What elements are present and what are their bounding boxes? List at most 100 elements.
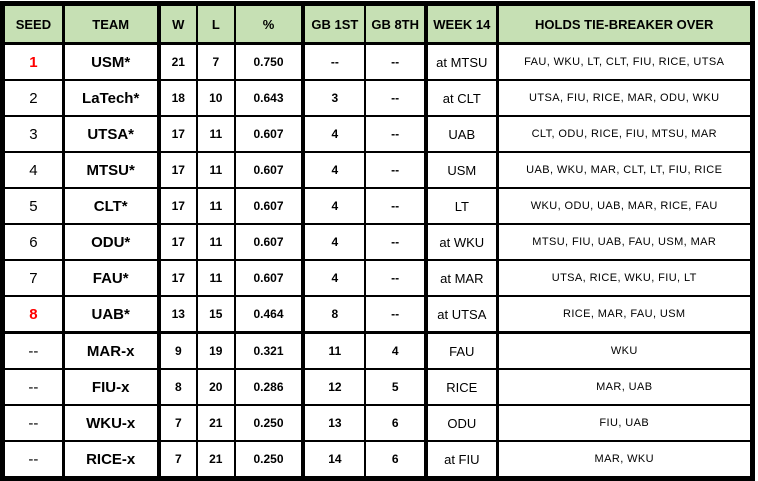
tiebreaker-cell: UTSA, RICE, WKU, FIU, LT xyxy=(495,259,754,297)
gb-eighth-cell: 6 xyxy=(364,404,428,442)
win-pct-cell: 0.607 xyxy=(233,151,305,189)
gb-first-cell: 4 xyxy=(301,151,367,189)
gb-first-cell: 8 xyxy=(301,295,367,334)
win-pct-cell: 0.643 xyxy=(233,79,305,117)
win-pct-cell: 0.321 xyxy=(233,331,305,370)
win-pct-cell: 0.607 xyxy=(233,259,305,297)
gb-eighth-cell: 6 xyxy=(364,440,428,480)
header-seed: SEED xyxy=(1,2,65,45)
week14-cell: at CLT xyxy=(424,79,499,117)
table-row: -- FIU-x 8 20 0.286 12 5 RICE MAR, UAB xyxy=(1,368,754,406)
gb-eighth-cell: 5 xyxy=(364,368,428,406)
seed-cell: 3 xyxy=(1,115,65,153)
win-pct-cell: 0.607 xyxy=(233,223,305,261)
table-row: 7 FAU* 17 11 0.607 4 -- at MAR UTSA, RIC… xyxy=(1,259,754,297)
wins-cell: 21 xyxy=(156,42,199,81)
tiebreaker-cell: FIU, UAB xyxy=(495,404,754,442)
standings-body: 1 USM* 21 7 0.750 -- -- at MTSU FAU, WKU… xyxy=(1,42,754,480)
table-row: -- WKU-x 7 21 0.250 13 6 ODU FIU, UAB xyxy=(1,404,754,442)
header-win-pct: % xyxy=(233,2,305,45)
losses-cell: 7 xyxy=(196,42,236,81)
table-row: -- RICE-x 7 21 0.250 14 6 at FIU MAR, WK… xyxy=(1,440,754,480)
gb-first-cell: 11 xyxy=(301,331,367,370)
gb-eighth-cell: -- xyxy=(364,42,428,81)
gb-eighth-cell: -- xyxy=(364,79,428,117)
wins-cell: 9 xyxy=(156,331,199,370)
gb-eighth-cell: 4 xyxy=(364,331,428,370)
losses-cell: 11 xyxy=(196,151,236,189)
team-cell: MAR-x xyxy=(61,331,160,370)
tiebreaker-cell: WKU, ODU, UAB, MAR, RICE, FAU xyxy=(495,187,754,225)
wins-cell: 8 xyxy=(156,368,199,406)
week14-cell: at MTSU xyxy=(424,42,499,81)
wins-cell: 17 xyxy=(156,187,199,225)
week14-cell: USM xyxy=(424,151,499,189)
losses-cell: 11 xyxy=(196,187,236,225)
team-cell: ODU* xyxy=(61,223,160,261)
wins-cell: 7 xyxy=(156,404,199,442)
wins-cell: 18 xyxy=(156,79,199,117)
losses-cell: 21 xyxy=(196,440,236,480)
team-cell: RICE-x xyxy=(61,440,160,480)
header-row: SEED TEAM W L % GB 1ST GB 8TH WEEK 14 HO… xyxy=(1,2,754,45)
gb-eighth-cell: -- xyxy=(364,259,428,297)
win-pct-cell: 0.607 xyxy=(233,115,305,153)
wins-cell: 17 xyxy=(156,259,199,297)
gb-first-cell: 4 xyxy=(301,187,367,225)
table-row: 4 MTSU* 17 11 0.607 4 -- USM UAB, WKU, M… xyxy=(1,151,754,189)
tiebreaker-cell: MAR, UAB xyxy=(495,368,754,406)
header-team: TEAM xyxy=(61,2,160,45)
header-gb-first: GB 1ST xyxy=(301,2,367,45)
seed-cell: 8 xyxy=(1,295,65,334)
team-cell: CLT* xyxy=(61,187,160,225)
tiebreaker-cell: CLT, ODU, RICE, FIU, MTSU, MAR xyxy=(495,115,754,153)
seed-cell: 5 xyxy=(1,187,65,225)
losses-cell: 15 xyxy=(196,295,236,334)
seed-cell: 4 xyxy=(1,151,65,189)
gb-eighth-cell: -- xyxy=(364,187,428,225)
win-pct-cell: 0.750 xyxy=(233,42,305,81)
team-cell: LaTech* xyxy=(61,79,160,117)
gb-first-cell: 4 xyxy=(301,259,367,297)
gb-first-cell: 12 xyxy=(301,368,367,406)
seed-cell: 2 xyxy=(1,79,65,117)
team-cell: UTSA* xyxy=(61,115,160,153)
wins-cell: 17 xyxy=(156,115,199,153)
gb-first-cell: 4 xyxy=(301,223,367,261)
header-week14: WEEK 14 xyxy=(424,2,499,45)
tiebreaker-cell: UTSA, FIU, RICE, MAR, ODU, WKU xyxy=(495,79,754,117)
wins-cell: 7 xyxy=(156,440,199,480)
losses-cell: 20 xyxy=(196,368,236,406)
seed-cell: -- xyxy=(1,331,65,370)
tiebreaker-cell: WKU xyxy=(495,331,754,370)
wins-cell: 17 xyxy=(156,223,199,261)
header-losses: L xyxy=(196,2,236,45)
header-gb-eighth: GB 8TH xyxy=(364,2,428,45)
gb-first-cell: 13 xyxy=(301,404,367,442)
seed-cell: 1 xyxy=(1,42,65,81)
table-row: 8 UAB* 13 15 0.464 8 -- at UTSA RICE, MA… xyxy=(1,295,754,334)
gb-first-cell: 14 xyxy=(301,440,367,480)
win-pct-cell: 0.250 xyxy=(233,404,305,442)
table-row: 5 CLT* 17 11 0.607 4 -- LT WKU, ODU, UAB… xyxy=(1,187,754,225)
tiebreaker-cell: UAB, WKU, MAR, CLT, LT, FIU, RICE xyxy=(495,151,754,189)
win-pct-cell: 0.286 xyxy=(233,368,305,406)
gb-eighth-cell: -- xyxy=(364,223,428,261)
table-row: 2 LaTech* 18 10 0.643 3 -- at CLT UTSA, … xyxy=(1,79,754,117)
gb-eighth-cell: -- xyxy=(364,115,428,153)
seed-cell: -- xyxy=(1,368,65,406)
gb-eighth-cell: -- xyxy=(364,151,428,189)
seed-cell: -- xyxy=(1,440,65,480)
team-cell: WKU-x xyxy=(61,404,160,442)
losses-cell: 11 xyxy=(196,259,236,297)
losses-cell: 11 xyxy=(196,223,236,261)
week14-cell: FAU xyxy=(424,331,499,370)
table-row: 1 USM* 21 7 0.750 -- -- at MTSU FAU, WKU… xyxy=(1,42,754,81)
wins-cell: 17 xyxy=(156,151,199,189)
tiebreaker-cell: MTSU, FIU, UAB, FAU, USM, MAR xyxy=(495,223,754,261)
seed-cell: 6 xyxy=(1,223,65,261)
week14-cell: LT xyxy=(424,187,499,225)
week14-cell: RICE xyxy=(424,368,499,406)
